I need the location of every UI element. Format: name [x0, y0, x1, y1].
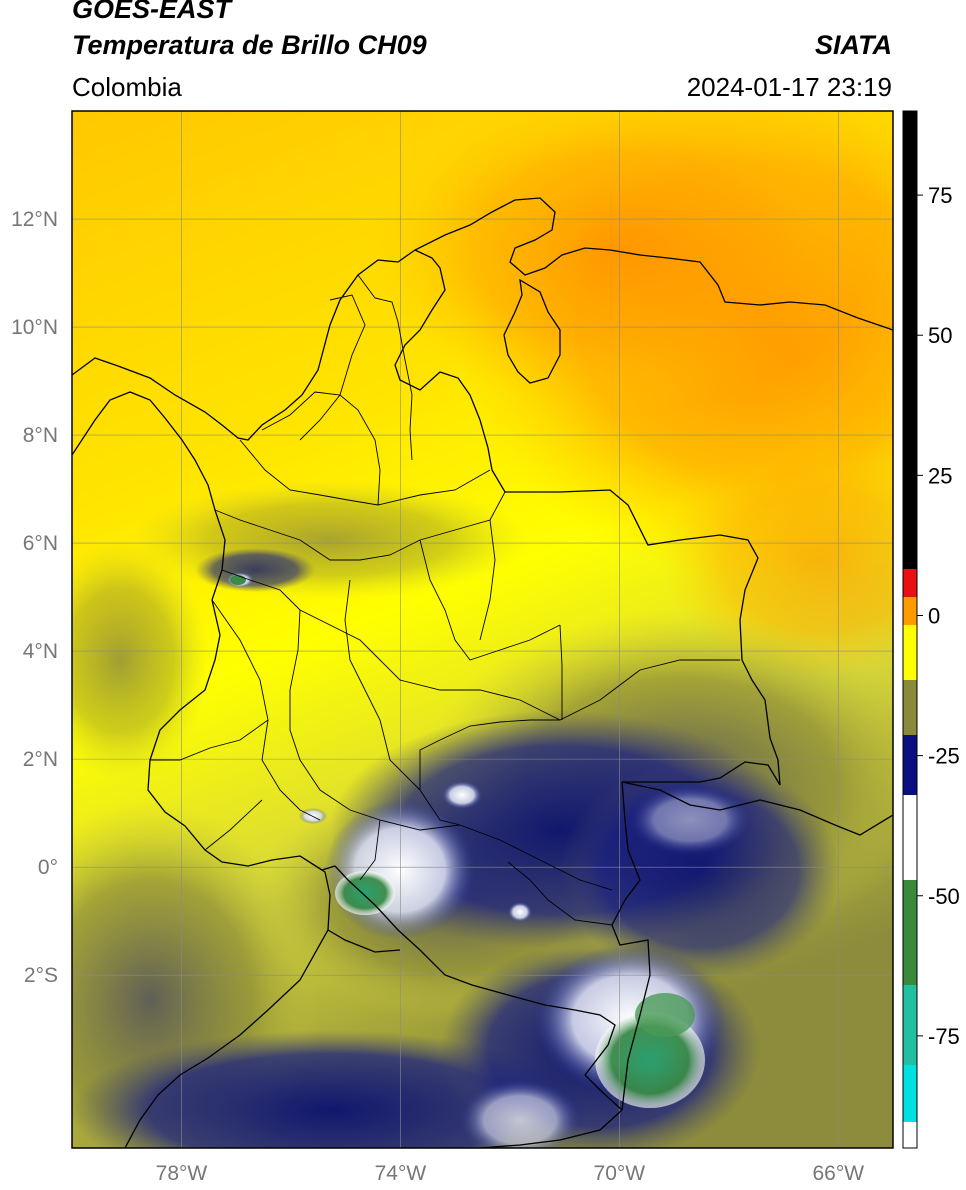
graticule [72, 111, 893, 1148]
boundaries [72, 197, 893, 1148]
latitude-labels: 12°N 10°N 8°N 6°N 4°N 2°N 0° 2°S [11, 208, 58, 987]
colorbar-label: -75 [928, 1024, 960, 1049]
border-ecuador-peru [327, 929, 401, 953]
colorbar-label: -25 [928, 744, 960, 769]
border-colombia-brazil [611, 781, 651, 1111]
latitude-label: 10°N [11, 316, 58, 339]
colorbar-segment-white [903, 795, 917, 880]
datetime-label: 2024-01-17 23:19 [686, 72, 892, 102]
department-borders [150, 274, 740, 926]
border-colombia-ecuador [299, 855, 336, 871]
lake-maracaibo [503, 278, 561, 384]
longitude-label: 78°W [156, 1162, 208, 1185]
colorbar-segment-cyan [903, 1065, 917, 1122]
colorbar-segment-green [903, 880, 917, 985]
satellite-title: GOES-EAST [72, 0, 232, 24]
map-frame [71, 110, 894, 1149]
colorbar-segment-yellow [903, 625, 917, 680]
longitude-label: 66°W [812, 1162, 864, 1185]
product-title: Temperatura de Brillo CH09 [72, 30, 427, 60]
colorbar-segment-bottom-white [903, 1122, 917, 1148]
latitude-label: 2°S [24, 964, 58, 987]
region-label: Colombia [72, 72, 182, 102]
temperature-field [72, 111, 893, 1148]
latitude-label: 4°N [23, 640, 58, 663]
latitude-label: 12°N [11, 208, 58, 231]
colorbar-segment-teal [903, 985, 917, 1065]
colorbar-label: 0 [928, 603, 940, 628]
longitude-labels: 78°W 74°W 70°W 66°W [156, 1162, 865, 1185]
colorbar-ticks: 75 50 25 0 -25 -50 -75 [917, 183, 960, 1049]
organization-label: SIATA [815, 30, 892, 60]
colorbar-segment-orange [903, 597, 917, 625]
border-colombia-venezuela [394, 249, 781, 786]
colorbar-segment-olive [903, 680, 917, 735]
coastline-pacific [72, 391, 331, 1148]
border-venezuela-brazil [621, 781, 893, 836]
border-colombia-peru [334, 865, 623, 1111]
colorbar-segment-red [903, 569, 917, 597]
latitude-label: 8°N [23, 424, 58, 447]
border-peru-brazil [479, 1109, 623, 1148]
latitude-label: 2°N [23, 748, 58, 771]
longitude-label: 74°W [375, 1162, 427, 1185]
colorbar-frame [902, 110, 918, 1149]
latitude-label: 0° [38, 856, 58, 879]
colorbar-label: -50 [928, 884, 960, 909]
latitude-label: 6°N [23, 532, 58, 555]
longitude-label: 70°W [594, 1162, 646, 1185]
colorbar-segment-warm-black [903, 111, 917, 569]
colorbar-segment-navy [903, 735, 917, 795]
colorbar-label: 25 [928, 463, 952, 488]
colorbar-label: 50 [928, 323, 952, 348]
coastline-caribbean [72, 197, 893, 441]
colorbar: 75 50 25 0 -25 -50 -75 [902, 110, 960, 1149]
colorbar-label: 75 [928, 183, 952, 208]
